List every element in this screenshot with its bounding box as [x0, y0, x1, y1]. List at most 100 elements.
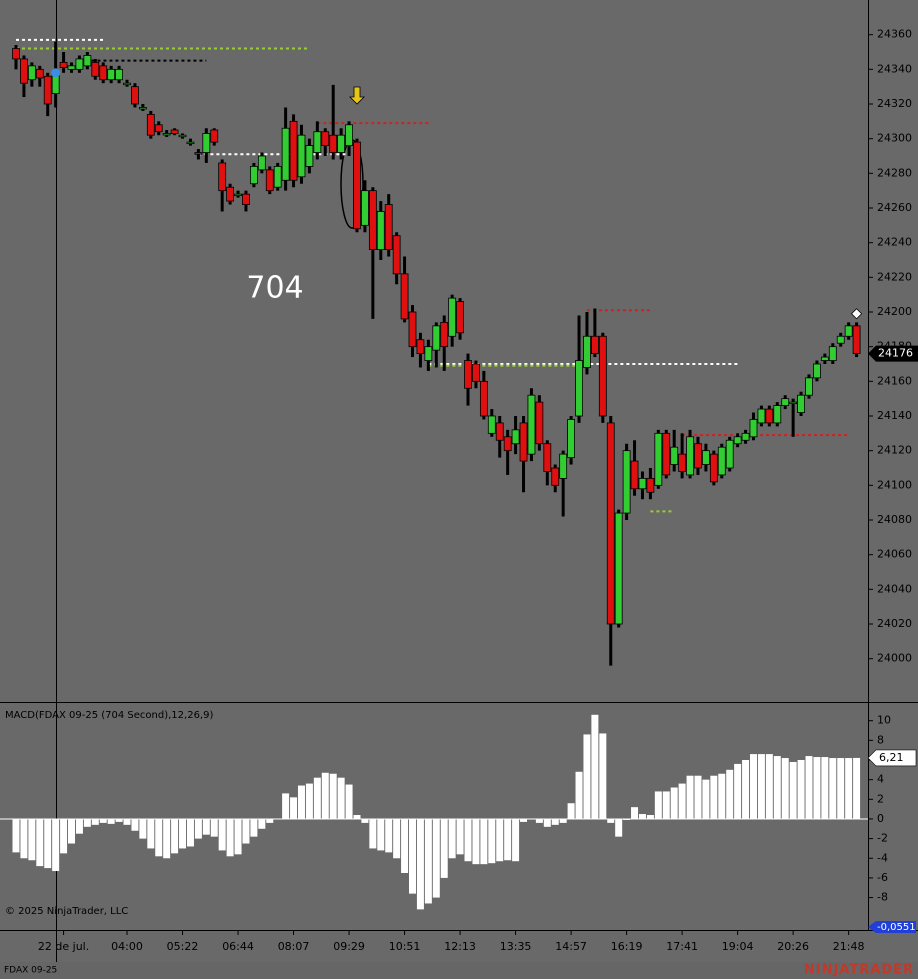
candle-body: [186, 141, 195, 145]
histogram-bar: [60, 818, 68, 854]
histogram-bar: [242, 818, 250, 844]
histogram-bar: [28, 818, 36, 861]
histogram-bar: [829, 758, 837, 819]
histogram-bar: [853, 757, 861, 819]
histogram-bar: [797, 759, 805, 819]
last-value-label: 6,21: [879, 751, 904, 764]
candle-body: [146, 114, 155, 136]
candle-body: [590, 335, 599, 354]
candle-body: [321, 131, 330, 147]
x-tick-label: 17:41: [666, 940, 698, 953]
histogram-bar: [75, 818, 83, 834]
histogram-bar: [139, 818, 147, 839]
histogram-bar: [321, 772, 329, 819]
x-tick-label: 05:22: [167, 940, 199, 953]
histogram-bar: [535, 818, 543, 823]
candle-body: [75, 58, 84, 70]
histogram-bar: [107, 818, 115, 824]
candle-body: [178, 134, 187, 138]
histogram-bar: [409, 818, 416, 894]
histogram-bar: [313, 777, 321, 819]
histogram-bar: [710, 775, 718, 819]
histogram-bar: [821, 757, 829, 819]
histogram-bar: [662, 791, 670, 819]
copyright: © 2025 NinjaTrader, LLC: [5, 906, 128, 917]
candle-body: [503, 436, 512, 452]
y-tick-label: 24060: [877, 548, 912, 561]
candle-body: [384, 204, 393, 251]
histogram-bar: [250, 818, 258, 837]
candle-body: [464, 360, 472, 389]
x-tick-label: 20:26: [777, 940, 809, 953]
histogram-bar: [91, 818, 99, 825]
candle-body: [813, 363, 821, 379]
y-tick-label: 24140: [877, 409, 912, 422]
histogram-bar: [702, 779, 710, 819]
histogram-bar: [234, 818, 242, 855]
candle-body: [614, 512, 623, 625]
histogram-bar: [258, 818, 266, 829]
histogram-bar: [718, 773, 726, 819]
candle-body: [479, 380, 488, 417]
histogram-bar: [147, 818, 155, 849]
histogram-bar: [734, 763, 742, 819]
candle-body: [797, 394, 805, 413]
candle-body: [733, 436, 742, 445]
candle-body: [638, 477, 647, 490]
last-value-marker: [867, 749, 917, 767]
y-tick-label: 24020: [877, 617, 912, 630]
histogram-bar: [393, 818, 401, 859]
candle-body: [646, 477, 655, 493]
candle-body: [543, 443, 552, 472]
candle-body: [575, 360, 583, 417]
candle-body: [273, 165, 282, 188]
candle-body: [376, 211, 385, 250]
candle-body: [527, 394, 536, 455]
candle-body: [757, 408, 766, 424]
y-tick-label: 24260: [877, 201, 912, 214]
histogram-bar: [385, 818, 393, 853]
candle-body: [67, 65, 76, 70]
histogram-bar: [583, 734, 591, 819]
candle-body: [329, 134, 338, 153]
bar-timer: 704: [246, 271, 303, 306]
histogram-bar: [757, 754, 765, 819]
candle-body: [828, 346, 837, 361]
histogram-bar: [155, 818, 163, 857]
candle-body: [678, 453, 687, 472]
y-tick-label: 4: [877, 773, 884, 786]
histogram-bar: [773, 756, 781, 819]
histogram-bar: [210, 818, 218, 837]
candle-body: [400, 273, 409, 320]
y-tick-label: 24040: [877, 582, 912, 595]
candle-body: [805, 377, 813, 396]
x-tick-label: 21:48: [833, 940, 865, 953]
candle-body: [170, 129, 179, 134]
x-tick-label: 16:19: [611, 940, 643, 953]
histogram-bar: [329, 773, 337, 819]
candle-body: [535, 401, 544, 445]
histogram-bar: [520, 818, 528, 822]
histogram-bar: [52, 818, 60, 872]
histogram-bar: [504, 818, 512, 861]
histogram-bar: [623, 818, 631, 820]
candle-body: [249, 165, 258, 185]
candle-body: [361, 190, 369, 226]
y-tick-label: 24320: [877, 97, 912, 110]
histogram-bar: [115, 818, 123, 822]
y-tick-label: 24120: [877, 444, 912, 457]
candle-body: [210, 129, 219, 143]
candle-body: [35, 68, 44, 79]
x-tick-label: 14:57: [555, 940, 587, 953]
histogram-bar: [480, 818, 488, 865]
histogram-bar: [424, 818, 432, 904]
histogram-bar: [512, 818, 520, 862]
candle-body: [20, 58, 28, 84]
candle-body: [242, 193, 250, 205]
y-tick-label: 24220: [877, 270, 912, 283]
candle-body: [773, 405, 782, 424]
candle-body: [820, 356, 829, 361]
last-price-marker: [868, 345, 918, 362]
candle-body: [519, 422, 528, 462]
histogram-bar: [68, 818, 76, 844]
